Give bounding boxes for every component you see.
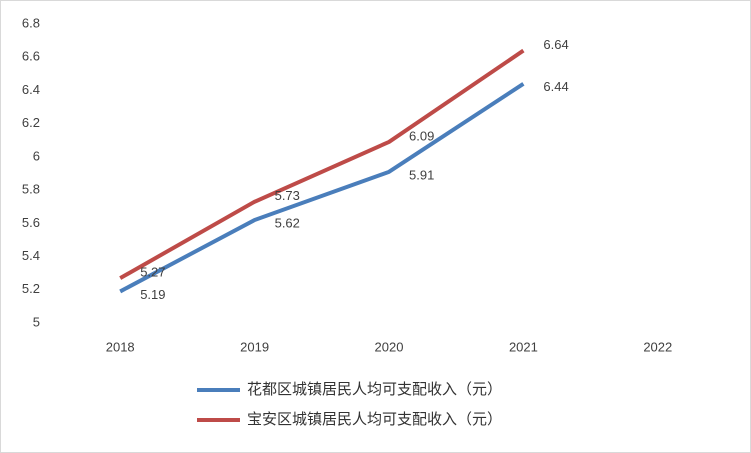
legend-text: 宝安区城镇居民人均可支配收入（元）: [247, 411, 502, 428]
y-tick-label: 6.4: [22, 82, 40, 97]
y-tick-label: 5.8: [22, 182, 40, 197]
data-label: 5.91: [409, 167, 434, 182]
legend-text: 花都区城镇居民人均可支配收入（元）: [247, 381, 502, 398]
x-tick-label: 2020: [375, 339, 404, 354]
data-label: 6.09: [409, 128, 434, 143]
y-tick-label: 6.6: [22, 49, 40, 64]
series-line: [119, 48, 525, 280]
x-tick-label: 2019: [240, 339, 269, 354]
y-tick-label: 6.8: [22, 15, 40, 30]
data-label: 6.64: [543, 37, 568, 52]
x-tick-label: 2018: [106, 339, 135, 354]
y-tick-label: 5.6: [22, 215, 40, 230]
y-tick-label: 5: [33, 314, 40, 329]
data-label: 5.27: [140, 265, 165, 280]
y-tick-label: 5.4: [22, 248, 40, 263]
data-label: 6.44: [543, 79, 568, 94]
data-label: 5.73: [275, 188, 300, 203]
data-label: 5.62: [275, 215, 300, 230]
y-tick-label: 6.2: [22, 115, 40, 130]
data-label: 5.19: [140, 287, 165, 302]
x-tick-label: 2021: [509, 339, 538, 354]
series-line: [119, 82, 525, 294]
y-tick-label: 6: [33, 148, 40, 163]
y-tick-label: 5.2: [22, 281, 40, 296]
x-tick-label: 2022: [643, 339, 672, 354]
